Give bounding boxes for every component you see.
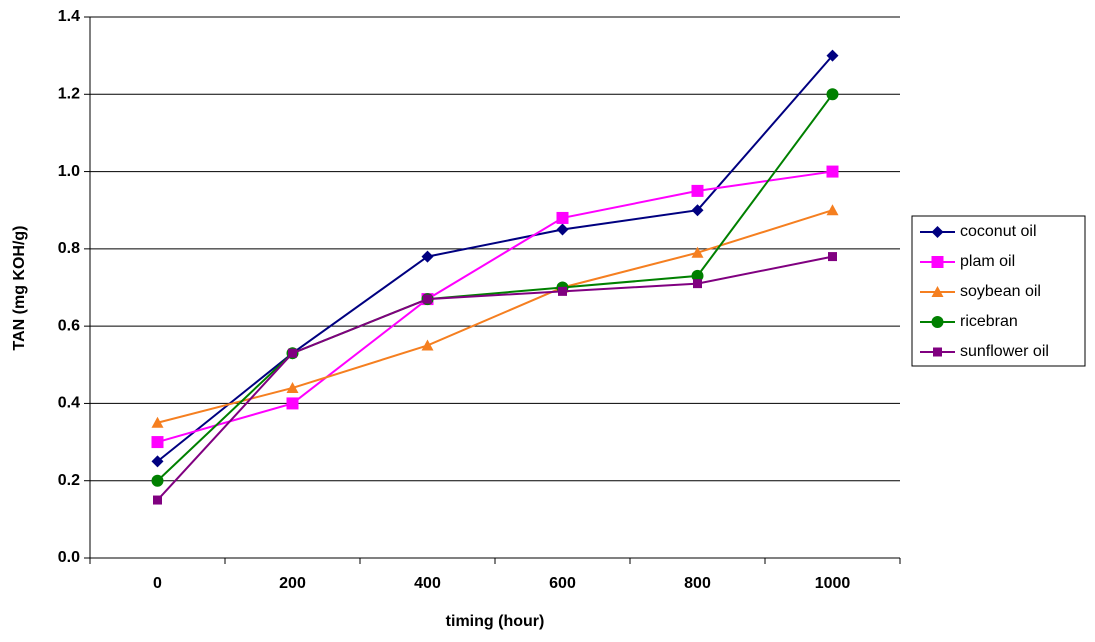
series-line [157,170,833,444]
series-line [156,255,833,501]
marker [556,211,569,224]
legend-label: ricebran [960,313,1018,330]
x-tick-label: 0 [153,575,162,592]
marker [151,474,164,487]
marker [826,165,839,178]
marker [691,184,704,197]
marker [828,252,837,262]
legend-label: coconut oil [960,223,1037,240]
y-tick-label: 0.6 [58,317,80,334]
x-tick-label: 600 [549,575,576,592]
marker [826,49,839,62]
x-tick-label: 200 [279,575,306,592]
y-tick-label: 1.4 [58,8,80,25]
marker [286,381,299,393]
marker [423,294,432,304]
x-axis-title: timing (hour) [446,613,545,630]
marker [286,397,299,410]
y-tick-label: 0.0 [58,549,80,566]
x-tick-label: 1000 [815,575,851,592]
y-tick-label: 1.2 [58,86,80,103]
marker [153,495,162,505]
x-tick-label: 400 [414,575,441,592]
legend-label: soybean oil [960,283,1041,300]
legend-marker [931,256,944,268]
marker [288,348,297,358]
marker [691,246,704,258]
marker [691,204,704,217]
series-line [156,93,834,482]
legend-label: sunflower oil [960,343,1049,360]
marker [826,88,839,101]
marker [421,339,434,351]
legend-label: plam oil [960,253,1015,270]
x-tick-label: 800 [684,575,711,592]
y-tick-label: 0.2 [58,472,80,489]
marker [693,279,702,289]
marker [421,250,434,263]
marker [151,416,164,428]
marker [151,436,164,449]
marker [691,269,704,282]
y-tick-label: 0.4 [58,395,80,412]
legend-marker [933,347,942,357]
y-tick-label: 0.8 [58,240,80,257]
marker [826,204,839,216]
legend-marker [931,316,944,328]
marker [556,223,569,236]
marker [151,455,164,468]
series-line [156,54,834,463]
marker [558,286,567,296]
y-tick-label: 1.0 [58,163,80,180]
y-axis-title: TAN (mg KOH/g) [11,225,28,350]
legend-marker [931,286,944,297]
legend-marker [931,226,944,238]
